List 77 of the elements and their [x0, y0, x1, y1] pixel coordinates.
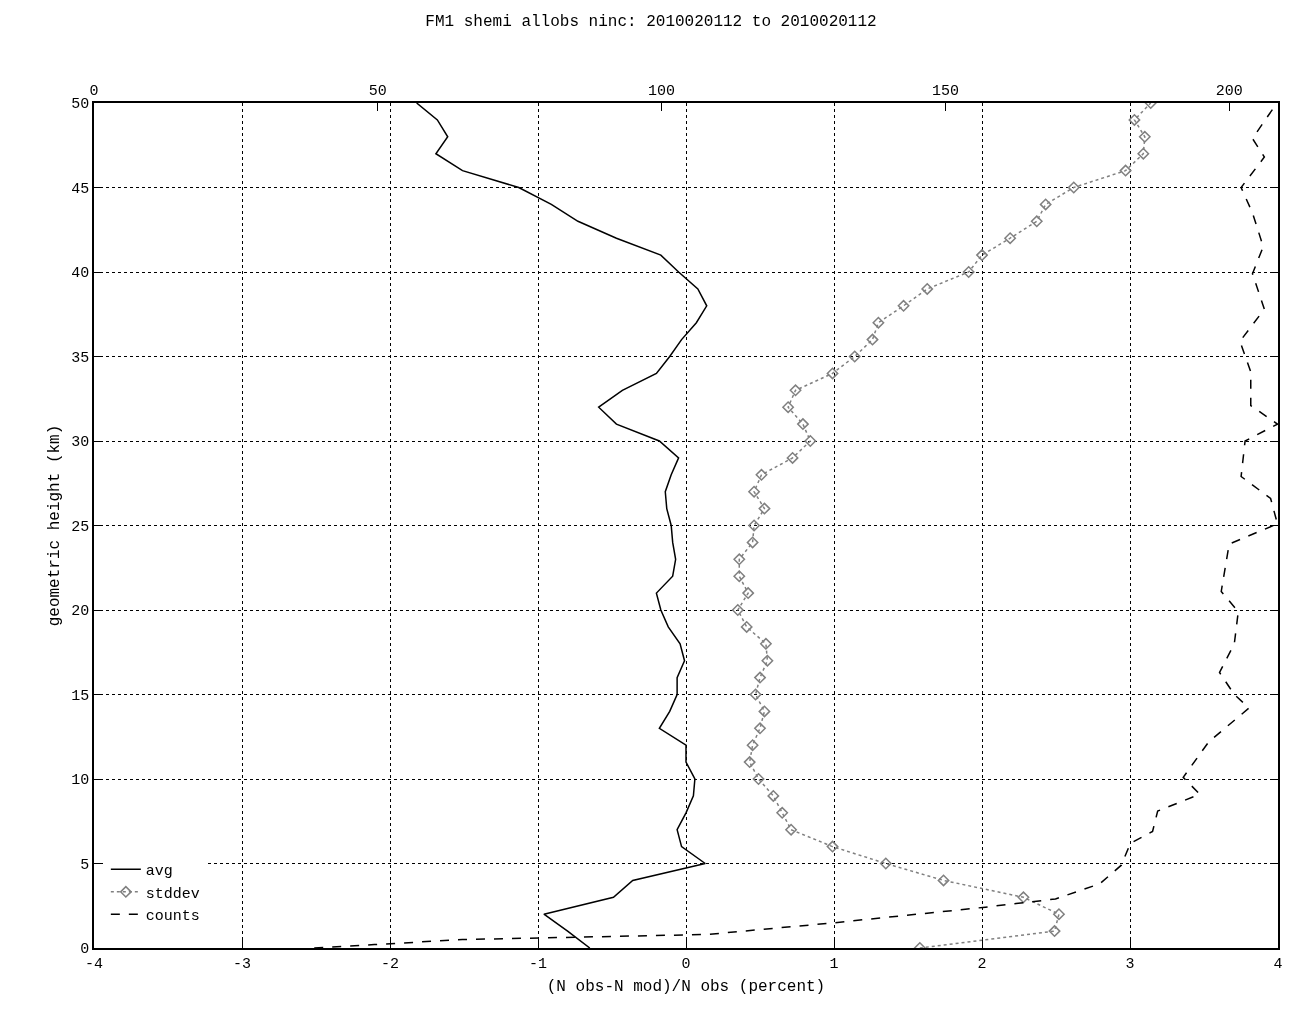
point	[754, 671, 766, 684]
point	[1067, 181, 1080, 194]
x-tick-label: 0	[681, 955, 691, 973]
point	[752, 773, 765, 785]
point	[761, 654, 774, 667]
y-tick-label: 15	[71, 687, 90, 705]
point	[796, 418, 809, 431]
point	[749, 688, 762, 701]
y-tick-label: 10	[71, 772, 90, 790]
point	[758, 502, 771, 515]
point	[1039, 198, 1052, 211]
point	[1119, 164, 1132, 177]
point	[921, 282, 934, 295]
point	[740, 620, 753, 633]
y-tick-label: 30	[71, 434, 90, 452]
y-tick-label: 40	[71, 265, 90, 283]
legend-label: avg	[145, 863, 173, 881]
point	[758, 705, 771, 718]
point	[826, 367, 839, 380]
y-tick-label: 5	[80, 856, 90, 874]
point	[866, 333, 879, 346]
point	[748, 485, 761, 498]
point	[746, 739, 759, 752]
x-tick-label: -3	[232, 955, 252, 973]
x-tick-label: -1	[528, 955, 548, 973]
y-axis-title: geometric height (km)	[45, 424, 64, 627]
point	[962, 266, 975, 278]
point	[872, 316, 885, 329]
y-tick-label: 35	[71, 349, 90, 367]
point	[848, 350, 861, 363]
point	[786, 451, 799, 464]
legend-label: stddev	[145, 885, 200, 903]
point	[1048, 925, 1061, 938]
x-tick-label: 3	[1125, 955, 1135, 973]
point	[731, 604, 744, 616]
point	[804, 435, 817, 447]
x2-tick-label: 150	[931, 83, 959, 101]
x2-tick-label: 100	[648, 83, 676, 101]
point	[754, 722, 766, 735]
x-tick-label: 4	[1273, 955, 1283, 973]
y-tick-label: 50	[71, 96, 90, 114]
point	[776, 806, 789, 819]
point	[1030, 215, 1043, 228]
point	[743, 756, 756, 769]
point	[748, 519, 761, 532]
y-tick-label: 25	[71, 518, 90, 536]
point	[789, 384, 802, 397]
point	[759, 637, 772, 650]
y-tick-label: 45	[71, 180, 90, 198]
x2-tick-label: 200	[1215, 83, 1243, 101]
legend-label: counts	[145, 908, 200, 926]
point	[937, 874, 950, 887]
point	[742, 587, 755, 600]
point	[1004, 232, 1017, 245]
point	[897, 299, 910, 312]
point	[755, 468, 768, 481]
chart-title: FM1 shemi allobs ninc: 2010020112 to 2010020112	[425, 13, 877, 32]
x2-tick-label: 50	[368, 83, 387, 101]
point	[1128, 113, 1141, 126]
point	[1137, 147, 1150, 160]
point	[879, 857, 892, 870]
x-tick-label: -2	[380, 955, 400, 973]
point	[746, 536, 759, 549]
point	[733, 570, 746, 583]
point	[826, 840, 839, 853]
x-tick-label: 2	[977, 955, 987, 973]
point	[976, 249, 988, 262]
point	[1017, 891, 1030, 904]
point	[782, 401, 795, 414]
point	[1053, 908, 1065, 921]
y-tick-label: 20	[71, 603, 90, 621]
point	[1138, 130, 1151, 143]
point	[767, 789, 780, 802]
x-axis-title: (N obs-N mod)/N obs (percent)	[546, 977, 826, 996]
x-tick-label: 1	[829, 955, 839, 973]
point	[785, 823, 798, 836]
point	[733, 553, 746, 566]
